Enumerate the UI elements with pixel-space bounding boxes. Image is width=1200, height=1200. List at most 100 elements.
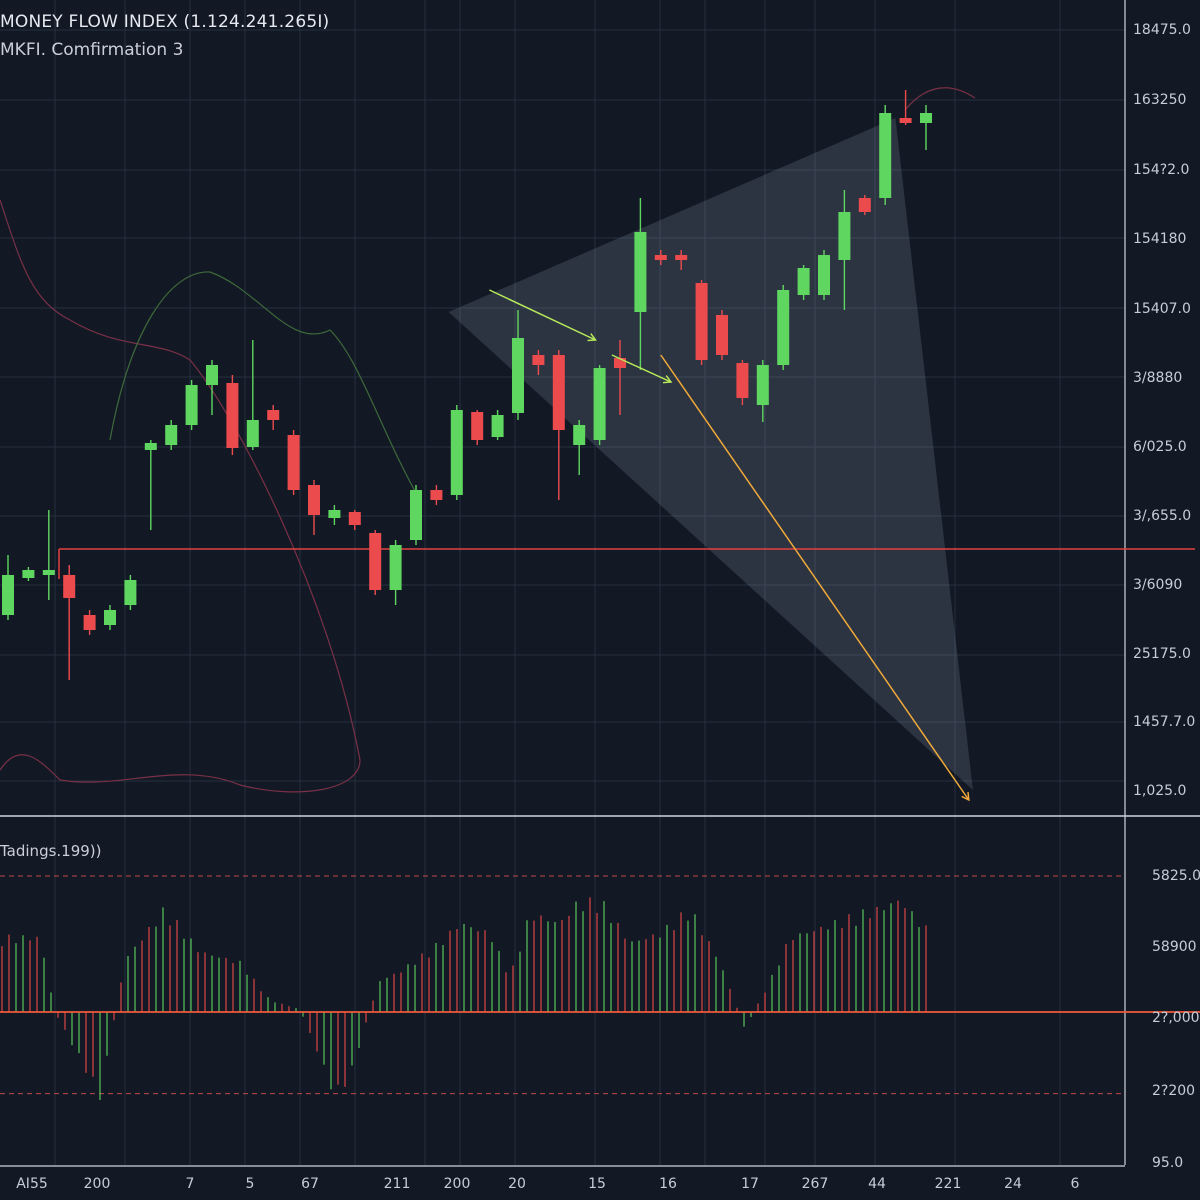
candle	[818, 250, 830, 300]
oscillator-tick-label: 58900	[1152, 939, 1197, 955]
candle	[369, 530, 382, 595]
time-tick-label: 16	[659, 1176, 677, 1192]
candle	[328, 505, 341, 525]
price-tick-label: 3/6090	[1133, 577, 1183, 593]
candle	[83, 610, 96, 635]
candle-body	[287, 435, 300, 490]
candle	[267, 405, 280, 430]
time-tick-label: 24	[1004, 1176, 1022, 1192]
price-tick-label: 3/,655.0	[1133, 508, 1192, 524]
candle	[246, 340, 259, 450]
candle-body	[226, 383, 239, 448]
oscillator-tick-label: 95.0	[1152, 1155, 1184, 1171]
candle	[2, 555, 14, 620]
time-tick-label: 5	[245, 1176, 255, 1192]
candle	[491, 410, 504, 440]
candle-body	[450, 410, 463, 495]
candle-body	[246, 420, 259, 447]
time-tick-label: AI55	[16, 1176, 48, 1192]
candle	[185, 380, 198, 430]
candle	[165, 420, 178, 450]
candle	[144, 440, 157, 530]
candle-body	[797, 268, 810, 295]
arrow-head-icon	[587, 333, 597, 342]
oscillator-tick-label: 5825.0	[1152, 868, 1200, 884]
candle-body	[410, 490, 422, 540]
candle-body	[634, 232, 647, 312]
candle-body	[593, 368, 606, 440]
time-tick-label: 17	[741, 1176, 759, 1192]
arrow-head-icon	[961, 791, 970, 802]
candle	[675, 250, 688, 270]
candle-body	[552, 355, 565, 430]
price-tick-label: 6/025.0	[1133, 439, 1187, 455]
trend-arrow	[660, 354, 970, 801]
candle	[42, 510, 55, 600]
candle-body	[267, 410, 280, 420]
candle	[838, 190, 851, 310]
price-tick-label: 15407.0	[1133, 301, 1191, 317]
candle	[410, 485, 422, 545]
candle-body	[471, 412, 484, 440]
candle	[756, 360, 769, 422]
price-tick-label: 154?2.0	[1133, 162, 1190, 178]
candle	[308, 480, 320, 535]
time-tick-label: 67	[301, 1176, 319, 1192]
candle-body	[124, 580, 137, 605]
candle	[593, 365, 606, 445]
lower-panel-label: Tadings.199))	[0, 842, 102, 860]
candle-body	[532, 355, 545, 365]
candle-body	[430, 490, 443, 500]
candle-body	[42, 570, 55, 575]
candle-body	[879, 113, 892, 198]
candle	[104, 605, 116, 630]
candle	[879, 105, 892, 205]
candle-body	[185, 385, 198, 425]
candle	[206, 360, 218, 415]
price-tick-label: 1457.7.0	[1133, 714, 1196, 730]
price-tick-label: 163250	[1133, 92, 1187, 108]
candle-body	[22, 570, 35, 578]
indicator-band-upper	[0, 199, 361, 793]
chart-subtitle: MKFI. Comfirmation 3	[0, 40, 184, 60]
candle-body	[63, 575, 76, 598]
candle-body	[899, 118, 912, 123]
candle-body	[2, 575, 14, 615]
candle-body	[920, 113, 932, 123]
candle	[450, 405, 463, 500]
price-tick-label: 3/8880	[1133, 370, 1183, 386]
candle-body	[308, 485, 320, 515]
time-tick-label: 6	[1070, 1176, 1080, 1192]
oscillator-tick-label: 2?,000	[1152, 1010, 1200, 1026]
shaded-triangle-pattern	[448, 118, 973, 790]
candle-body	[654, 255, 667, 260]
candle-body	[369, 533, 382, 590]
trend-arrow	[489, 289, 596, 341]
candle-body	[675, 255, 688, 260]
candle-body	[818, 255, 830, 295]
price-tick-label: 25175.0	[1133, 646, 1191, 662]
candle	[695, 280, 708, 365]
candle-body	[736, 363, 749, 398]
candle-body	[573, 425, 586, 445]
time-tick-label: 15	[588, 1176, 606, 1192]
indicator-band-tail	[904, 87, 976, 111]
time-tick-label: 44	[868, 1176, 886, 1192]
candle	[348, 510, 361, 530]
trend-arrow	[611, 354, 672, 383]
candle-body	[348, 512, 361, 525]
candle-body	[777, 290, 790, 365]
candle	[22, 567, 35, 581]
candle-body	[206, 365, 218, 385]
oscillator-tick-label: 2?200	[1152, 1083, 1196, 1099]
price-tick-label: 1,025.0	[1133, 783, 1187, 799]
candle	[899, 90, 912, 125]
candle	[736, 360, 749, 405]
candle	[920, 105, 932, 150]
candle	[552, 350, 565, 500]
time-tick-label: 200	[83, 1176, 111, 1192]
indicator-band-lower	[109, 271, 421, 501]
candle-body	[858, 198, 871, 212]
candle-body	[165, 425, 178, 445]
